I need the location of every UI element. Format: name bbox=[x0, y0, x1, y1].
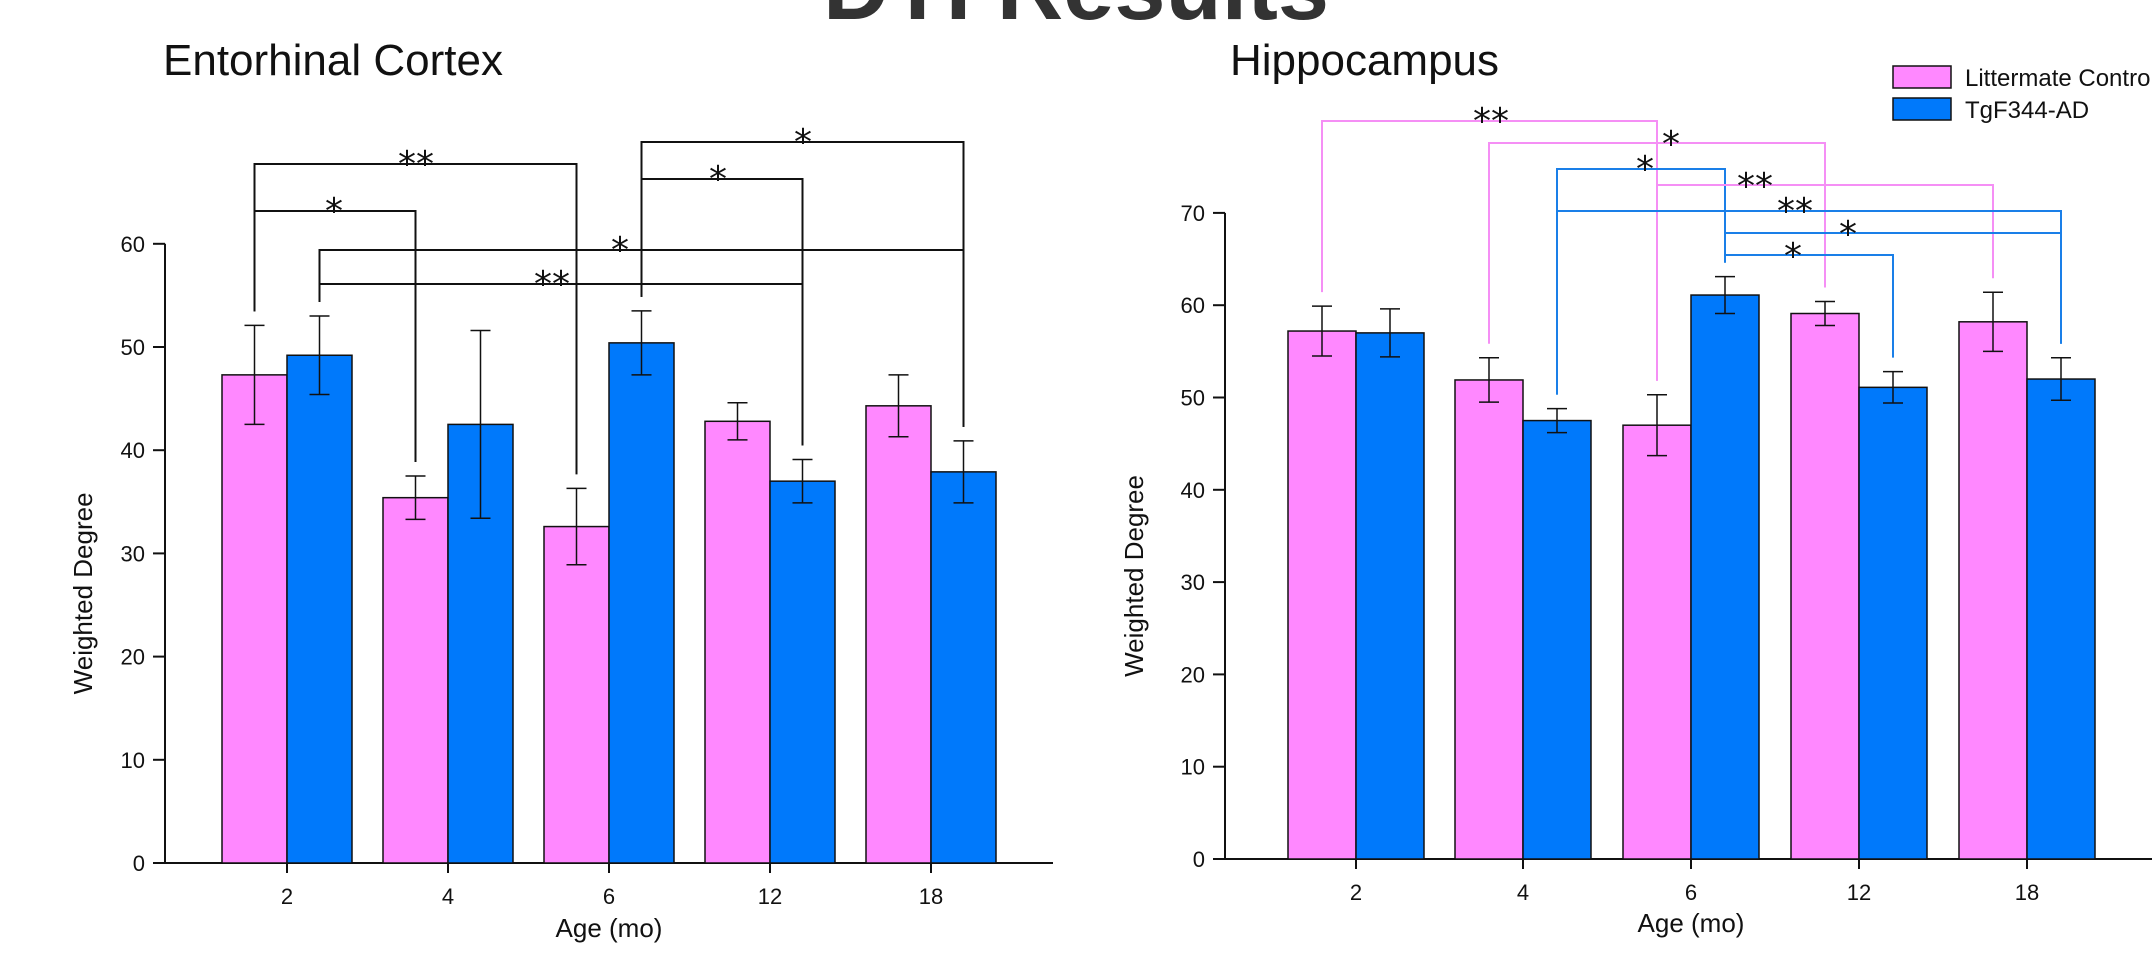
ec-x-tick-label: 4 bbox=[442, 884, 454, 909]
hc-significance-label: ** bbox=[1777, 191, 1813, 232]
hc-significance-label: * bbox=[1839, 214, 1857, 255]
hc-x-tick-label: 18 bbox=[2015, 880, 2039, 905]
hc-significance-label: ** bbox=[1737, 166, 1773, 207]
ec-bar-controls-18 bbox=[865, 405, 932, 864]
hc-y-tick-label: 0 bbox=[1193, 847, 1205, 872]
ec-bar-controls-6 bbox=[543, 525, 610, 864]
ec-significance-label: * bbox=[709, 159, 727, 200]
hc-bar-controls-2 bbox=[1287, 330, 1357, 860]
ec-significance-label: ** bbox=[398, 144, 434, 185]
hc-panel: Hippocampus 0 10 20 30 40 50 60 70 Weighted Degre… bbox=[1119, 36, 2152, 938]
hc-x-tick-label: 12 bbox=[1847, 880, 1871, 905]
ec-x-tick-label: 12 bbox=[758, 884, 782, 909]
hc-y-tick-label: 10 bbox=[1181, 755, 1205, 780]
ec-y-tick-label: 50 bbox=[121, 335, 145, 360]
ec-significance-label: * bbox=[325, 191, 343, 232]
hc-x-tick-label: 6 bbox=[1685, 880, 1697, 905]
hc-y-axis-title: Weighted Degree bbox=[1119, 475, 1149, 677]
ec-bar-controls-2 bbox=[221, 374, 288, 864]
ec-significance-bracket bbox=[253, 210, 417, 462]
ec-bar-tgf344-6 bbox=[608, 342, 675, 864]
ec-bar-tgf344-2 bbox=[286, 354, 353, 864]
ec-significance-bracket bbox=[640, 178, 804, 446]
ec-significance-label: * bbox=[794, 122, 812, 163]
legend-label-controls: Littermate Controls bbox=[1965, 65, 2152, 92]
ec-bar-controls-12 bbox=[704, 420, 771, 864]
ec-y-axis-title: Weighted Degree bbox=[68, 492, 98, 694]
ec-y-tick-label: 40 bbox=[121, 438, 145, 463]
hc-significance-label: * bbox=[1636, 149, 1654, 190]
hc-significance-bracket bbox=[1724, 232, 2062, 344]
hc-bar-controls-18 bbox=[1958, 321, 2028, 860]
ec-bar-controls-4 bbox=[382, 496, 449, 864]
ec-x-tick-label: 18 bbox=[919, 884, 943, 909]
ec-x-tick-label: 2 bbox=[281, 884, 293, 909]
ec-panel-title: Entorhinal Cortex bbox=[163, 36, 503, 85]
hc-bar-tgf344-12 bbox=[1858, 386, 1928, 860]
legend-swatch-controls bbox=[1892, 65, 1952, 89]
hc-panel-title: Hippocampus bbox=[1230, 36, 1499, 85]
ec-x-tick-label: 6 bbox=[603, 884, 615, 909]
hc-bar-tgf344-4 bbox=[1522, 419, 1592, 860]
hc-significance-bracket bbox=[1488, 142, 1826, 344]
hc-y-tick-label: 30 bbox=[1181, 570, 1205, 595]
hc-bar-controls-6 bbox=[1622, 424, 1692, 860]
ec-y-tick-label: 60 bbox=[121, 232, 145, 257]
legend-label-tgf344: TgF344-AD bbox=[1965, 97, 2089, 124]
hc-bar-tgf344-2 bbox=[1355, 332, 1425, 860]
hc-bar-controls-12 bbox=[1790, 312, 1860, 860]
ec-y-tick-label: 0 bbox=[133, 851, 145, 876]
ec-bar-tgf344-12 bbox=[769, 480, 836, 864]
hc-bar-controls-4 bbox=[1454, 379, 1524, 860]
hc-y-tick-label: 20 bbox=[1181, 662, 1205, 687]
hc-significance-label: * bbox=[1784, 236, 1802, 277]
ec-significance-label: ** bbox=[534, 264, 570, 305]
hc-y-tick-label: 40 bbox=[1181, 478, 1205, 503]
hc-y-tick-label: 60 bbox=[1181, 293, 1205, 318]
ec-bar-tgf344-18 bbox=[930, 471, 997, 864]
hc-y-tick-label: 70 bbox=[1181, 201, 1205, 226]
ec-y-tick-label: 10 bbox=[121, 748, 145, 773]
main-title: DTI Results bbox=[0, 0, 2152, 34]
legend-swatch-tgf344 bbox=[1892, 97, 1952, 121]
hc-x-axis-title: Age (mo) bbox=[1638, 908, 1745, 938]
ec-x-axis-title: Age (mo) bbox=[556, 913, 663, 943]
hc-significance-bracket bbox=[1724, 254, 1894, 358]
hc-significance-label: * bbox=[1662, 124, 1680, 165]
hc-x-tick-label: 4 bbox=[1517, 880, 1529, 905]
hc-significance-bracket bbox=[1656, 184, 1994, 381]
hc-x-tick-label: 2 bbox=[1350, 880, 1362, 905]
ec-y-tick-label: 30 bbox=[121, 541, 145, 566]
legend: Littermate Controls TgF344-AD bbox=[1892, 65, 2152, 124]
ec-y-tick-label: 20 bbox=[121, 645, 145, 670]
ec-panel: Entorhinal Cortex 0 10 20 30 40 50 60 Weighted D… bbox=[68, 36, 1053, 943]
hc-bar-tgf344-18 bbox=[2026, 378, 2096, 860]
hc-y-tick-label: 50 bbox=[1181, 386, 1205, 411]
hc-significance-label: ** bbox=[1473, 101, 1509, 142]
hc-bar-tgf344-6 bbox=[1690, 294, 1760, 860]
ec-significance-label: * bbox=[611, 230, 629, 271]
